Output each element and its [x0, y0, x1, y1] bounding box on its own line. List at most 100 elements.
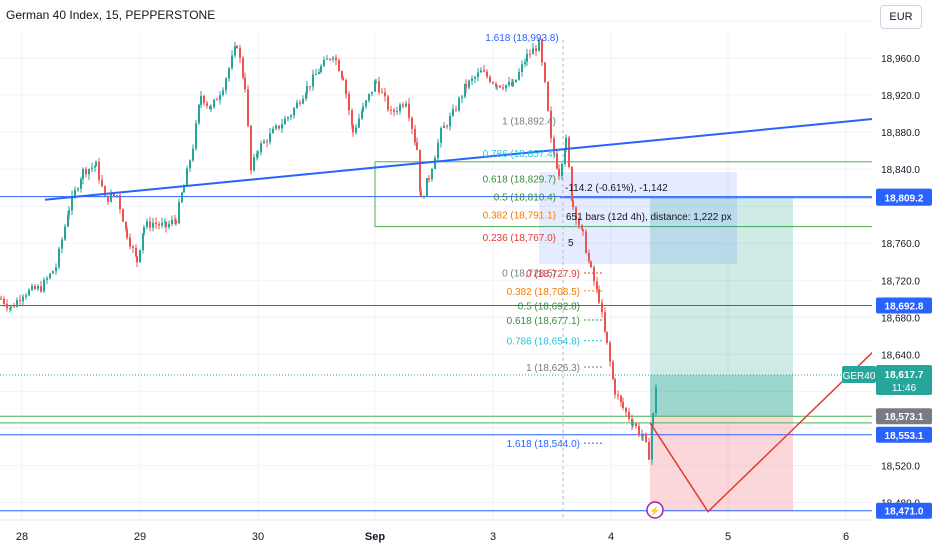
candle-body — [622, 402, 624, 408]
candle-body — [104, 186, 106, 196]
candle-body — [399, 104, 401, 112]
candle-body — [362, 106, 364, 112]
candle-body — [651, 425, 653, 460]
currency-button[interactable]: EUR — [880, 5, 922, 29]
candle-body — [612, 361, 614, 380]
candle-body — [98, 161, 100, 180]
candle-body — [420, 191, 422, 198]
candle-body — [122, 209, 124, 222]
candle-body — [601, 302, 603, 313]
candle-body — [351, 110, 353, 126]
x-tick-label: 6 — [843, 531, 849, 543]
candle-body — [80, 178, 82, 189]
price-axis-bg — [872, 0, 932, 550]
candle-body — [91, 167, 93, 170]
fib-upper-label: 1 (18,892.4) — [502, 117, 556, 128]
candle-body — [606, 331, 608, 343]
candle-body — [393, 109, 395, 112]
candle-body — [155, 222, 157, 225]
candle-body — [181, 192, 183, 203]
candle-body — [550, 110, 552, 139]
y-tick-label: 18,520.0 — [881, 461, 920, 472]
y-tick-label: 18,760.0 — [881, 239, 920, 250]
candle-body — [113, 193, 115, 197]
y-tick-label: 18,640.0 — [881, 350, 920, 361]
fib-lower-label: 1 (18,626.3) — [526, 363, 580, 374]
candle-body — [52, 271, 54, 274]
projection-path — [649, 344, 881, 513]
fib-lower-label: 0.618 (18,677.1) — [507, 316, 580, 327]
candle-body — [502, 87, 504, 89]
candle-body — [31, 285, 33, 290]
candle-body — [266, 141, 268, 143]
candle-body — [508, 82, 510, 85]
candle-body — [635, 423, 637, 427]
candle-body — [272, 128, 274, 134]
candle-body — [443, 126, 445, 129]
candle-body — [352, 125, 354, 133]
x-tick-label: 30 — [252, 531, 264, 543]
candle-body — [434, 158, 436, 170]
fib-upper-label: 0.5 (18,810.4) — [494, 193, 556, 204]
candle-body — [43, 279, 45, 292]
candle-body — [236, 46, 238, 49]
candle-body — [13, 306, 15, 308]
price-tag — [876, 189, 932, 206]
x-tick-label: 28 — [16, 531, 28, 543]
candle-body — [338, 60, 340, 72]
price-tag-label: 18,553.1 — [885, 431, 924, 442]
candle-body — [305, 93, 307, 99]
fib-upper-label: 0.236 (18,767.0) — [483, 233, 556, 244]
candle-body — [598, 289, 600, 303]
x-tick-label: Sep — [365, 531, 385, 543]
candle-body — [290, 115, 292, 118]
candle-body — [526, 53, 528, 62]
candle-body — [505, 84, 507, 89]
candle-body — [28, 289, 30, 296]
fib-lower-label: 0 (18,727.9) — [526, 269, 580, 280]
candle-body — [572, 200, 574, 208]
candle-body — [299, 102, 301, 104]
candle-body — [312, 74, 314, 87]
candle-body — [165, 221, 167, 228]
candle-body — [541, 39, 543, 63]
candle-body — [411, 117, 413, 129]
candle-body — [206, 103, 208, 106]
candle-body — [402, 104, 404, 107]
candle-body — [446, 126, 448, 128]
price-tag — [876, 297, 932, 314]
candle-body — [556, 153, 558, 169]
candle-body — [423, 196, 425, 198]
candle-body — [483, 70, 485, 72]
price-tag — [876, 426, 932, 443]
candle-body — [345, 80, 347, 95]
candle-body — [378, 81, 380, 93]
candle-body — [375, 81, 377, 83]
candle-body — [565, 137, 567, 150]
candle-body — [426, 178, 428, 197]
candle-body — [449, 115, 451, 127]
candle-body — [492, 82, 494, 84]
candle-body — [284, 118, 286, 125]
candle-body — [219, 95, 221, 101]
candle-body — [95, 161, 97, 167]
candle-body — [464, 83, 466, 97]
candle-body — [19, 300, 21, 302]
candle-body — [58, 248, 60, 268]
candle-body — [101, 179, 103, 187]
candle-body — [458, 98, 460, 111]
candle-body — [107, 195, 109, 202]
candle-body — [381, 92, 383, 94]
candle-body — [628, 411, 630, 419]
candle-body — [414, 128, 416, 143]
position-open-profit — [650, 374, 793, 417]
candle-body — [0, 298, 2, 300]
candles — [0, 38, 657, 465]
candle-body — [315, 74, 317, 76]
candle-body — [529, 53, 531, 55]
candle-body — [564, 149, 566, 165]
candle-body — [61, 239, 63, 249]
candle-body — [263, 141, 265, 144]
